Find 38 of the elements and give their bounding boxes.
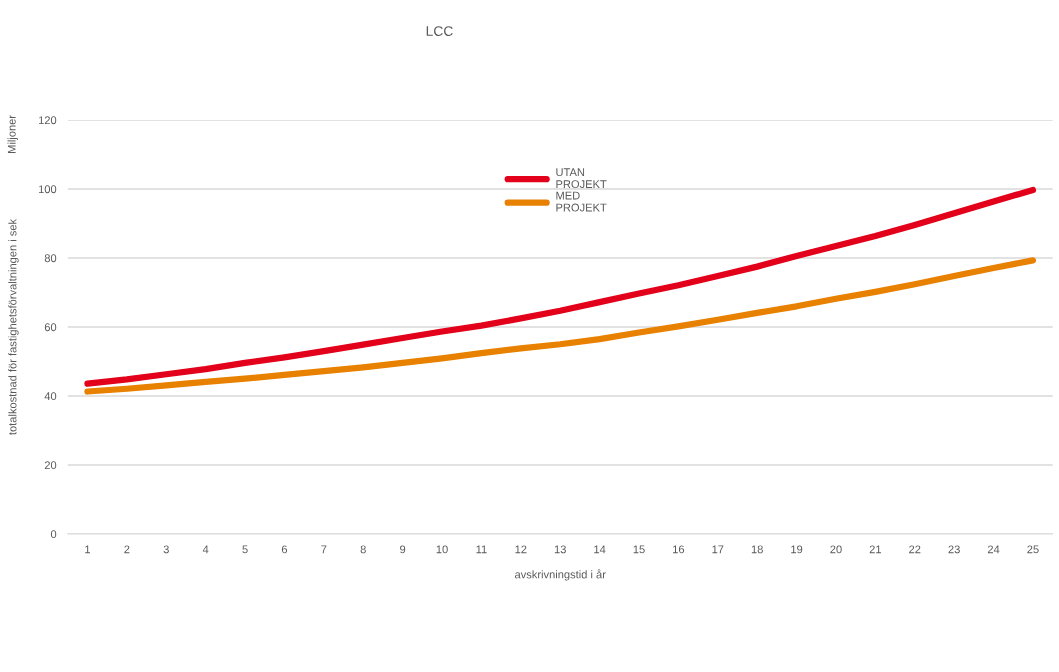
x-tick-label: 22	[909, 545, 921, 554]
x-tick-label: 1	[85, 545, 91, 554]
x-tick-label: 5	[242, 545, 248, 554]
x-tick-label: 10	[436, 545, 448, 554]
legend-label: MED PROJEKT	[556, 191, 607, 212]
x-tick-label: 20	[830, 545, 842, 554]
x-tick-label: 3	[163, 545, 169, 554]
x-tick-label: 25	[1027, 545, 1039, 554]
x-tick-label: 11	[476, 545, 487, 554]
x-tick-label: 12	[515, 545, 527, 554]
y-tick-label: 40	[44, 392, 57, 401]
y-tick-label: 120	[38, 116, 57, 125]
legend-label: UTAN PROJEKT	[556, 168, 607, 189]
y-tick-label: 20	[44, 461, 57, 470]
x-axis-title: avskrivningstid i år	[514, 569, 606, 581]
y-tick-label: 80	[44, 254, 57, 263]
x-tick-label: 15	[633, 545, 645, 554]
x-tick-label: 13	[554, 545, 566, 554]
y-tick-label: 0	[50, 530, 57, 539]
x-tick-label: 7	[321, 545, 327, 554]
x-tick-label: 4	[202, 545, 209, 554]
x-tick-label: 23	[948, 545, 960, 554]
x-tick-label: 14	[594, 545, 606, 554]
x-tick-label: 17	[712, 545, 724, 554]
y-tick-label: 100	[38, 185, 57, 194]
x-tick-label: 2	[124, 545, 130, 554]
x-tick-label: 8	[360, 545, 366, 554]
text: Miljoner	[7, 115, 18, 153]
x-tick-label: 6	[281, 545, 288, 554]
x-tick-label: 21	[869, 545, 882, 554]
x-tick-label: 9	[400, 545, 406, 554]
y-axis-title: totalkostnad för fastighetsförvaltningen i sek	[8, 218, 19, 435]
x-tick-label: 18	[751, 545, 763, 554]
x-tick-label: 19	[791, 545, 803, 554]
x-tick-label: 16	[673, 545, 685, 554]
x-tick-label: 24	[987, 545, 1000, 554]
y-tick-label: 60	[44, 323, 57, 332]
chart-title: LCC	[426, 26, 453, 36]
